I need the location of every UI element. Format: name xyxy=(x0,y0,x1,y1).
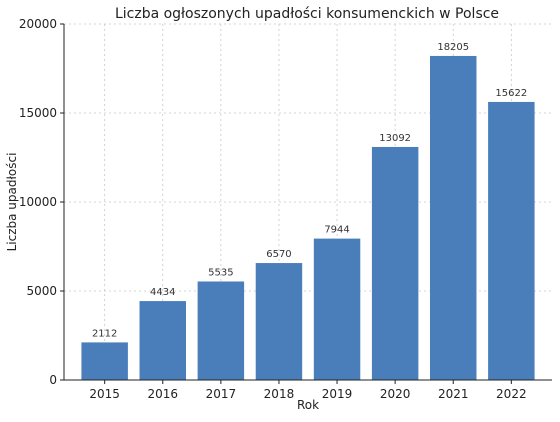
bar-2015 xyxy=(81,342,128,380)
data-label-2015: 2112 xyxy=(92,328,117,339)
bar-2021 xyxy=(430,55,477,381)
x-tick-label-2015: 2015 xyxy=(89,387,120,401)
y-tick-label: 20000 xyxy=(19,17,57,31)
x-tick-label-2016: 2016 xyxy=(147,387,178,401)
bar-2017 xyxy=(197,281,245,380)
y-tick-label: 15000 xyxy=(19,106,57,120)
x-tick-label-2017: 2017 xyxy=(206,387,237,401)
bars xyxy=(81,55,535,381)
x-tick-label-2018: 2018 xyxy=(264,387,295,401)
y-axis-title: Liczba upadłości xyxy=(5,153,19,252)
x-tick-label-2020: 2020 xyxy=(380,387,411,401)
x-tick-label-2019: 2019 xyxy=(322,387,353,401)
x-tick-label-2021: 2021 xyxy=(438,387,469,401)
data-labels: 2112 4434 5535 6570 7944 13092 18205 15622 xyxy=(92,42,527,339)
data-label-2021: 18205 xyxy=(437,42,469,53)
y-axis-ticks: 0 5000 10000 15000 20000 xyxy=(19,17,64,387)
data-label-2017: 5535 xyxy=(208,267,233,278)
bar-2016 xyxy=(139,301,186,380)
grid xyxy=(64,23,552,381)
x-axis-ticks: 2015 2016 2017 2018 2019 2020 2021 2022 xyxy=(89,380,527,401)
x-axis-title: Rok xyxy=(297,398,319,412)
data-label-2016: 4434 xyxy=(150,287,175,298)
bar-2020 xyxy=(371,146,419,380)
bar-2019 xyxy=(313,238,361,380)
data-label-2020: 13092 xyxy=(379,133,411,144)
data-label-2018: 6570 xyxy=(266,249,291,260)
x-tick-label-2022: 2022 xyxy=(496,387,527,401)
bar-2022 xyxy=(488,101,535,380)
axes xyxy=(63,24,552,381)
y-tick-label: 10000 xyxy=(19,195,57,209)
data-label-2019: 7944 xyxy=(324,225,349,236)
bar-2018 xyxy=(255,263,303,380)
data-label-2022: 15622 xyxy=(495,88,527,99)
y-tick-label: 5000 xyxy=(26,284,57,298)
chart-title: Liczba ogłoszonych upadłości konsumencki… xyxy=(115,6,499,22)
y-tick-label: 0 xyxy=(49,373,57,387)
